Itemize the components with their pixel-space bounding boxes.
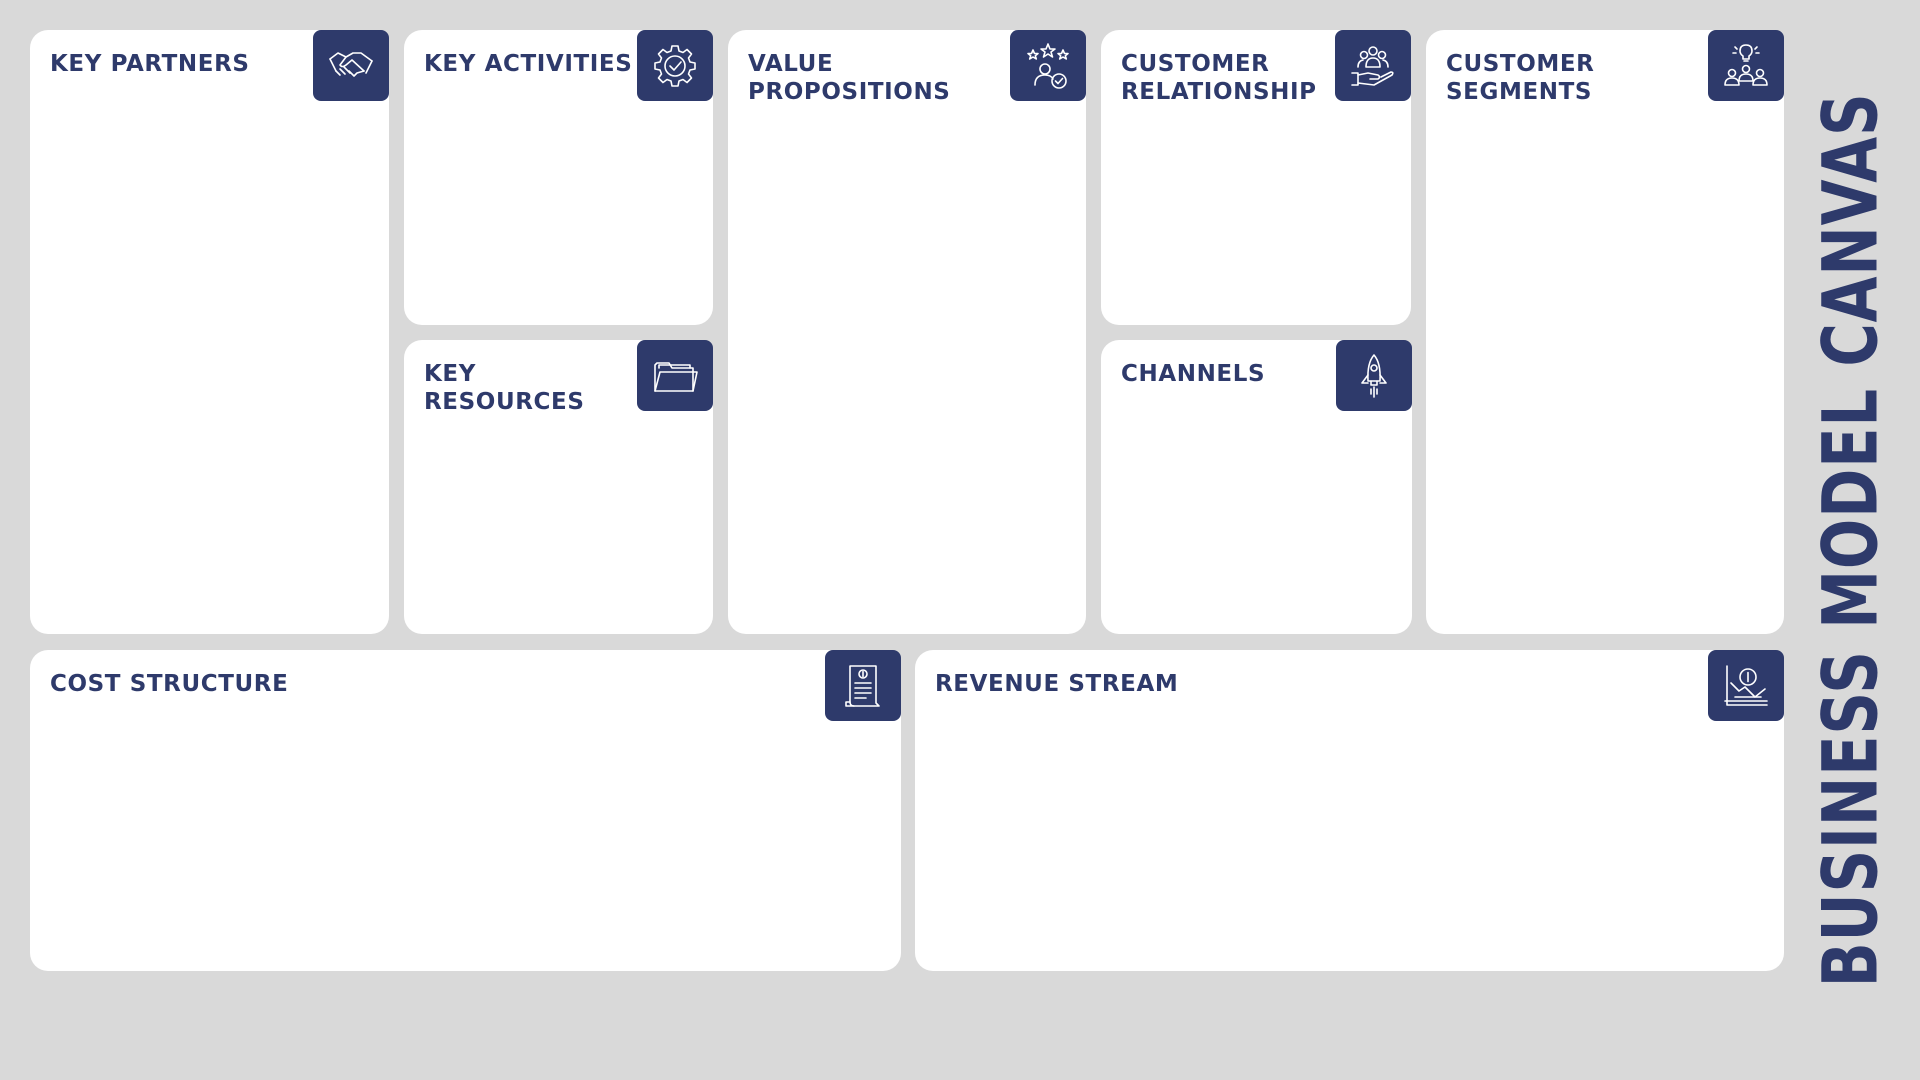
stars-user-icon — [1010, 30, 1086, 101]
key-resources-block: KEY RESOURCES — [404, 340, 713, 634]
revenue-stream-title: REVENUE STREAM — [935, 671, 1179, 697]
revenue-stream-block: REVENUE STREAM — [915, 650, 1784, 971]
key-activities-title: KEY ACTIVITIES — [424, 51, 633, 77]
rocket-icon — [1336, 340, 1412, 411]
canvas-title-text: BUSINESS MODEL CANVAS — [1805, 92, 1895, 988]
key-activities-block: KEY ACTIVITIES — [404, 30, 713, 325]
value-propositions-block: VALUE PROPOSITIONS — [728, 30, 1086, 634]
folder-icon — [637, 340, 713, 411]
customer-segments-block: CUSTOMER SEGMENTS — [1426, 30, 1784, 634]
cost-structure-title: COST STRUCTURE — [50, 671, 289, 697]
group-idea-icon — [1708, 30, 1784, 101]
channels-title: CHANNELS — [1121, 361, 1266, 387]
key-resources-title: KEY RESOURCES — [424, 361, 585, 415]
canvas-title: BUSINESS MODEL CANVAS — [1806, 0, 1895, 1080]
gear-check-icon — [637, 30, 713, 101]
key-partners-title: KEY PARTNERS — [50, 51, 250, 77]
customer-relationship-title: CUSTOMER RELATIONSHIP — [1121, 51, 1317, 105]
value-propositions-title: VALUE PROPOSITIONS — [748, 51, 951, 105]
invoice-icon — [825, 650, 901, 721]
customer-segments-title: CUSTOMER SEGMENTS — [1446, 51, 1595, 105]
handshake-icon — [313, 30, 389, 101]
channels-block: CHANNELS — [1101, 340, 1412, 634]
hand-people-icon — [1335, 30, 1411, 101]
cost-structure-block: COST STRUCTURE — [30, 650, 901, 971]
key-partners-block: KEY PARTNERS — [30, 30, 389, 634]
revenue-chart-icon — [1708, 650, 1784, 721]
customer-relationship-block: CUSTOMER RELATIONSHIP — [1101, 30, 1411, 325]
